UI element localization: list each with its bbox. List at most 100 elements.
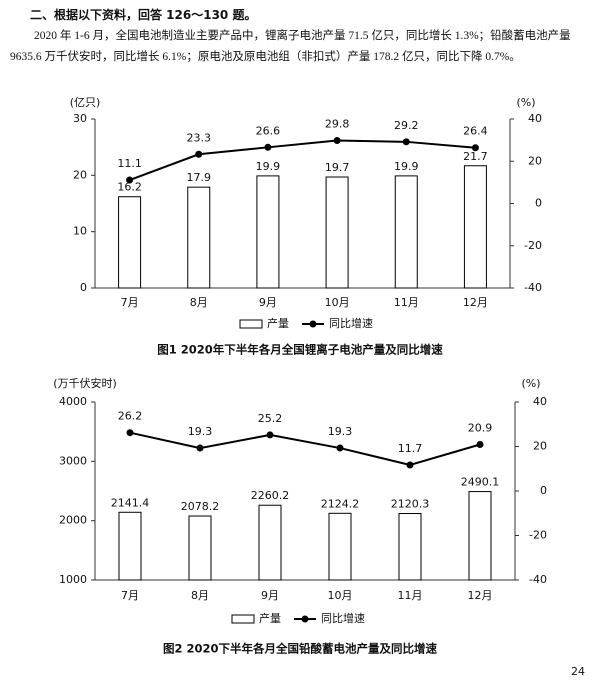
chart-title: 图2 2020下半年各月全国铅酸蓄电池产量及同比增速 [163,642,438,656]
y2-tick-label: -40 [524,281,542,294]
line-point [402,138,410,146]
x-tick-label: 12月 [463,296,488,309]
y-tick-label: 4000 [59,395,87,408]
data-label: 29.8 [325,118,350,131]
page-number: 24 [571,665,585,678]
y-tick-label: 3000 [59,454,87,467]
line-point [336,444,344,452]
y2-axis-unit: (%) [516,96,535,109]
data-label: 17.9 [187,171,212,184]
x-tick-label: 7月 [121,589,139,602]
data-label: 2078.2 [181,500,220,513]
legend-label: 同比增速 [329,316,373,330]
bar [188,515,212,581]
data-label: 16.2 [117,181,142,194]
y-tick-label: 1000 [59,573,87,586]
legend-point [309,320,317,328]
line [129,139,476,181]
x-tick-label: 8月 [191,589,209,602]
data-label: 11.7 [398,442,423,455]
data-label: 25.2 [258,412,283,425]
y-tick-label: 10 [73,225,87,238]
y-tick-label: 0 [80,281,87,294]
y2-tick-label: 40 [528,112,542,125]
data-label: 26.2 [118,410,143,423]
data-label: 19.9 [256,160,281,173]
bar [258,504,282,581]
legend-label: 产量 [267,316,289,330]
y-axis-unit: (万千伏安时) [53,376,117,390]
bar [256,175,280,289]
legend-point [301,615,309,623]
y2-tick-label: 20 [533,440,547,453]
data-label: 21.7 [463,150,488,163]
line-point [264,143,272,151]
bar [398,513,422,581]
data-label: 19.3 [188,425,213,438]
data-label: 2260.2 [251,489,290,502]
bar [394,175,418,289]
data-label: 2490.1 [461,476,500,489]
x-tick-label: 10月 [325,296,350,309]
y2-tick-label: 20 [528,154,542,167]
bar [118,511,142,581]
line-point [126,176,134,184]
paragraph: 2020 年 1-6 月，全国电池制造业主要产品中，锂离子电池产量 71.5 亿… [10,30,571,63]
data-label: 23.3 [187,131,212,144]
line-point [333,137,341,145]
y2-axis-unit: (%) [521,377,540,390]
line-point [471,144,479,152]
bar [463,165,487,289]
y-axis-unit: (亿只) [70,96,101,109]
y2-tick-label: 0 [535,197,542,210]
x-tick-label: 11月 [394,296,419,309]
bar [468,491,492,581]
bar [187,186,211,289]
y2-tick-label: 0 [540,484,547,497]
line-point [406,461,414,469]
legend-label: 同比增速 [321,611,365,625]
line-point [266,431,274,439]
data-label: 19.3 [328,425,353,438]
line [129,431,481,467]
x-tick-label: 10月 [328,589,353,602]
data-label: 26.6 [256,124,281,137]
data-label: 20.9 [468,421,493,434]
x-tick-label: 7月 [121,296,139,309]
line-point [126,429,134,437]
y2-tick-label: -20 [529,529,547,542]
y-tick-label: 20 [73,168,87,181]
y2-tick-label: -20 [524,239,542,252]
data-label: 2141.4 [111,496,150,509]
x-tick-label: 9月 [261,589,279,602]
y-tick-label: 2000 [59,514,87,527]
data-label: 19.7 [325,161,350,174]
x-tick-label: 12月 [468,589,493,602]
data-label: 2120.3 [391,498,430,511]
x-tick-label: 11月 [398,589,423,602]
data-label: 11.1 [117,157,142,170]
y2-tick-label: 40 [533,395,547,408]
y-tick-label: 30 [73,112,87,125]
x-tick-label: 9月 [259,296,277,309]
legend-label: 产量 [259,611,281,625]
y2-tick-label: -40 [529,573,547,586]
line-point [196,444,204,452]
bar [328,512,352,581]
data-label: 19.9 [394,160,419,173]
data-label: 29.2 [394,119,419,132]
bar [118,196,142,289]
bar [325,176,349,289]
line-point [195,150,203,158]
legend-swatch [239,319,263,329]
legend-swatch [231,614,255,624]
data-label: 2124.2 [321,497,360,510]
data-label: 26.4 [463,125,488,138]
chart-title: 图1 2020年下半年各月全国锂离子电池产量及同比增速 [157,343,443,357]
line-point [476,440,484,448]
x-tick-label: 8月 [190,296,208,309]
heading: 二、根据以下资料，回答 126～130 题。 [30,8,257,22]
